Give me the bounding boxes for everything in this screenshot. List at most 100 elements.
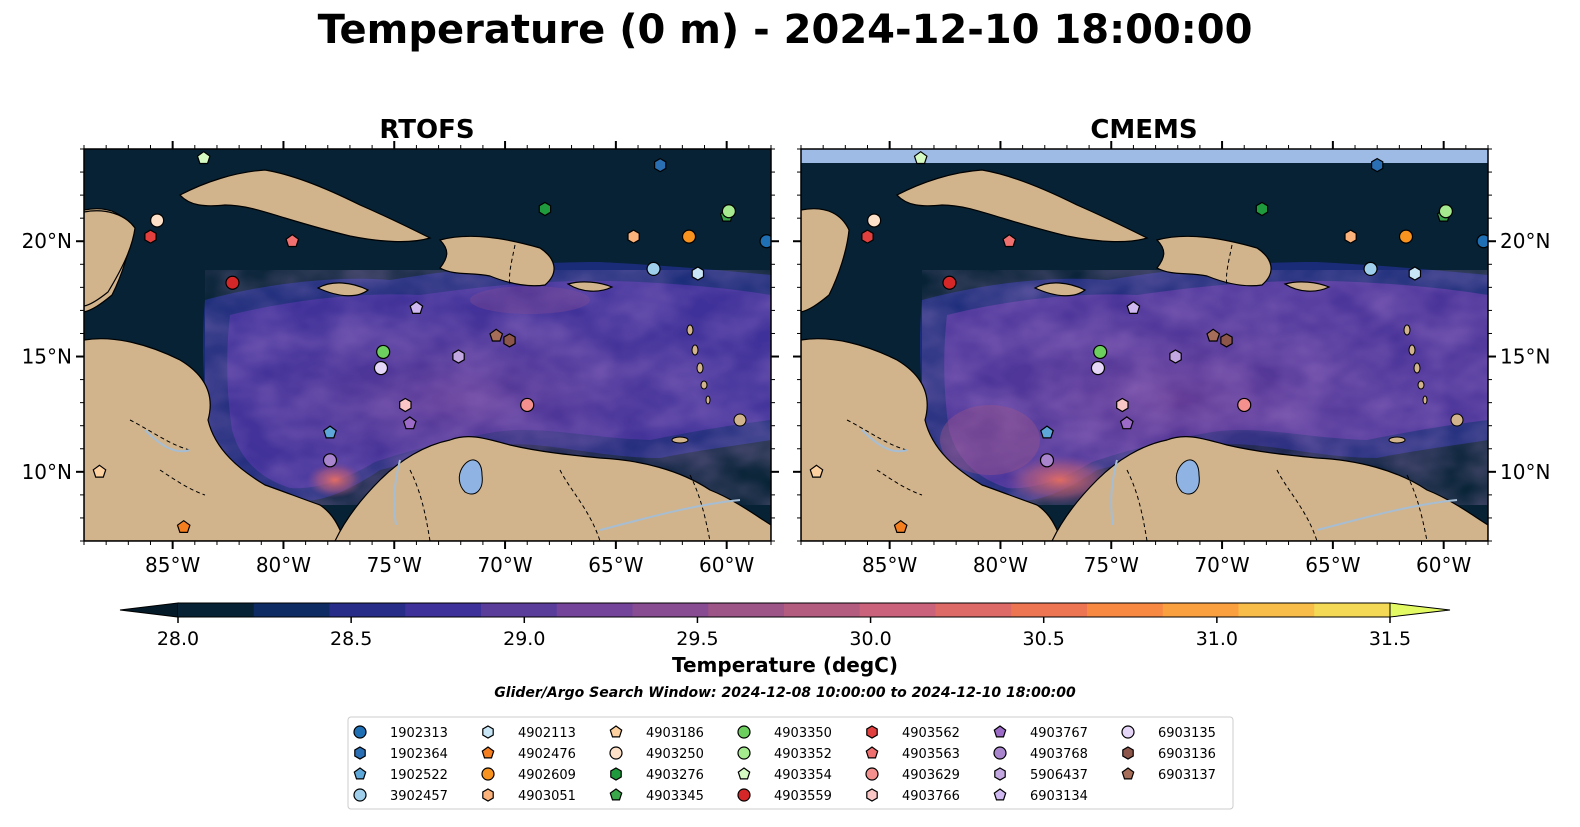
lake-maracaibo — [458, 459, 483, 495]
colorbar-tick-label: 28.0 — [157, 628, 199, 650]
lon-tick-label: 75°W — [367, 553, 422, 577]
float-marker-6903136 — [503, 333, 516, 348]
land-jamaica — [1033, 282, 1087, 297]
colorbar-tick-label: 29.0 — [503, 628, 545, 650]
panel-cmems: CMEMS 85°W 80°W 75°W 70°W 65°W 6 — [793, 115, 1550, 577]
land-central-america — [801, 208, 1063, 541]
float-marker-4902609 — [1398, 229, 1414, 244]
float-marker-4903276 — [1255, 201, 1269, 217]
legend-label: 4902476 — [518, 747, 576, 762]
float-marker-4903186 — [809, 464, 824, 478]
float-marker-4903559 — [225, 275, 240, 290]
float-marker-4902476 — [893, 519, 908, 534]
colorbar-tick-label: 31.5 — [1369, 628, 1411, 650]
legend-marker-4903051 — [482, 788, 494, 802]
float-marker-4903768 — [1039, 453, 1055, 468]
warm-streak — [940, 405, 1040, 475]
lat-tick-label: 10°N — [1500, 460, 1550, 484]
legend-label: 4903051 — [518, 789, 576, 804]
float-marker-4903250 — [150, 213, 165, 228]
markers-cmems — [809, 150, 1488, 534]
colorbar-segment — [329, 603, 406, 617]
legend-marker-4903562 — [866, 725, 878, 739]
float-marker-3902457 — [646, 261, 661, 277]
map-rtofs — [84, 149, 771, 541]
float-marker-4903352 — [721, 204, 736, 219]
float-marker-6903134 — [409, 300, 424, 314]
legend-label: 4902609 — [518, 768, 576, 783]
colorbar-segment — [405, 603, 482, 617]
float-marker-4903562 — [861, 229, 874, 244]
legend-marker-1902522 — [353, 767, 367, 780]
legend-marker-4902609 — [481, 767, 495, 781]
legend-marker-6903137 — [1121, 767, 1135, 780]
lat-labels-cmems: 20°N 15°N 10°N — [1500, 229, 1550, 484]
colorbar-segment — [784, 603, 861, 617]
legend-label: 6903136 — [1158, 747, 1216, 762]
lat-labels-rtofs: 20°N 15°N 10°N — [22, 229, 72, 484]
colorbar-tick-label: 28.5 — [330, 628, 372, 650]
colorbar: 28.0 28.5 29.0 29.5 30.0 30.5 31.0 31.5 Tempera… — [119, 602, 1451, 677]
map-cmems — [801, 149, 1488, 541]
land-cuba — [896, 169, 1149, 243]
legend-label: 4903766 — [902, 789, 960, 804]
lon-tick-label: 70°W — [1194, 553, 1249, 577]
legend-label: 1902364 — [390, 747, 448, 762]
borders — [846, 244, 1428, 541]
legend-label: 5906437 — [1030, 768, 1088, 783]
borders — [129, 244, 711, 541]
lat-tick-label: 15°N — [1500, 345, 1550, 369]
no-data-band — [801, 149, 1488, 163]
legend-marker-4903629 — [865, 767, 879, 781]
legend-label: 4903563 — [902, 747, 960, 762]
colorbar-segment — [481, 603, 558, 617]
legend-marker-6903134 — [993, 788, 1007, 801]
float-marker-4903051 — [1344, 229, 1357, 244]
legend-marker-3902457 — [353, 788, 367, 802]
figure-title: Temperature (0 m) - 2024-12-10 18:00:00 — [318, 7, 1253, 53]
legend-marker-4902476 — [481, 746, 495, 759]
float-marker-6903136 — [1220, 333, 1233, 348]
lon-labels-cmems: 85°W 80°W 75°W 70°W 65°W 60°W — [862, 553, 1471, 577]
colorbar-segment — [935, 603, 1012, 617]
float-marker-4903563 — [1002, 233, 1017, 248]
legend-marker-4903350 — [737, 725, 751, 739]
lake-maracaibo — [1175, 459, 1200, 495]
float-marker-4903629 — [520, 397, 535, 413]
rivers — [861, 429, 1458, 531]
legend-marker-4903276 — [610, 767, 622, 781]
legend-label: 1902522 — [390, 768, 448, 783]
float-marker-4903250 — [867, 213, 882, 228]
lat-tick-label: 20°N — [22, 229, 72, 253]
float-marker-4903352 — [1438, 204, 1453, 219]
float-marker-1902364 — [1370, 157, 1384, 173]
colorbar-segment — [1238, 603, 1315, 617]
lon-tick-label: 70°W — [477, 553, 532, 577]
land-jamaica — [316, 282, 370, 297]
colorbar-segment — [859, 603, 937, 617]
legend-marker-5906437 — [994, 767, 1006, 781]
legend-label: 1902313 — [390, 726, 448, 741]
legend-label: 4903767 — [1030, 726, 1088, 741]
legend-label: 4903562 — [902, 726, 960, 741]
land-hispaniola — [1155, 235, 1272, 287]
legend-marker-4903563 — [865, 746, 879, 759]
lat-tick-label: 15°N — [22, 345, 72, 369]
land-puerto-rico — [1283, 281, 1331, 292]
float-marker-1902522 — [323, 425, 337, 439]
legend-marker-6903136 — [1122, 746, 1134, 760]
legend-label: 4903559 — [774, 789, 832, 804]
float-marker-1902313 — [759, 234, 771, 249]
land-cuba — [179, 169, 432, 243]
warm-spot — [307, 462, 363, 498]
colorbar-outline — [178, 602, 1390, 618]
float-marker-4903354 — [913, 150, 928, 165]
frame-cmems — [800, 148, 1489, 542]
legend-marker-4903352 — [737, 746, 751, 760]
float-marker-1902522 — [1040, 425, 1054, 439]
float-marker-4902113 — [1408, 266, 1422, 281]
colorbar-title: Temperature (degC) — [672, 653, 898, 677]
lon-tick-label: 80°W — [973, 553, 1028, 577]
legend-label: 3902457 — [390, 789, 448, 804]
colorbar-segments — [119, 602, 1451, 618]
